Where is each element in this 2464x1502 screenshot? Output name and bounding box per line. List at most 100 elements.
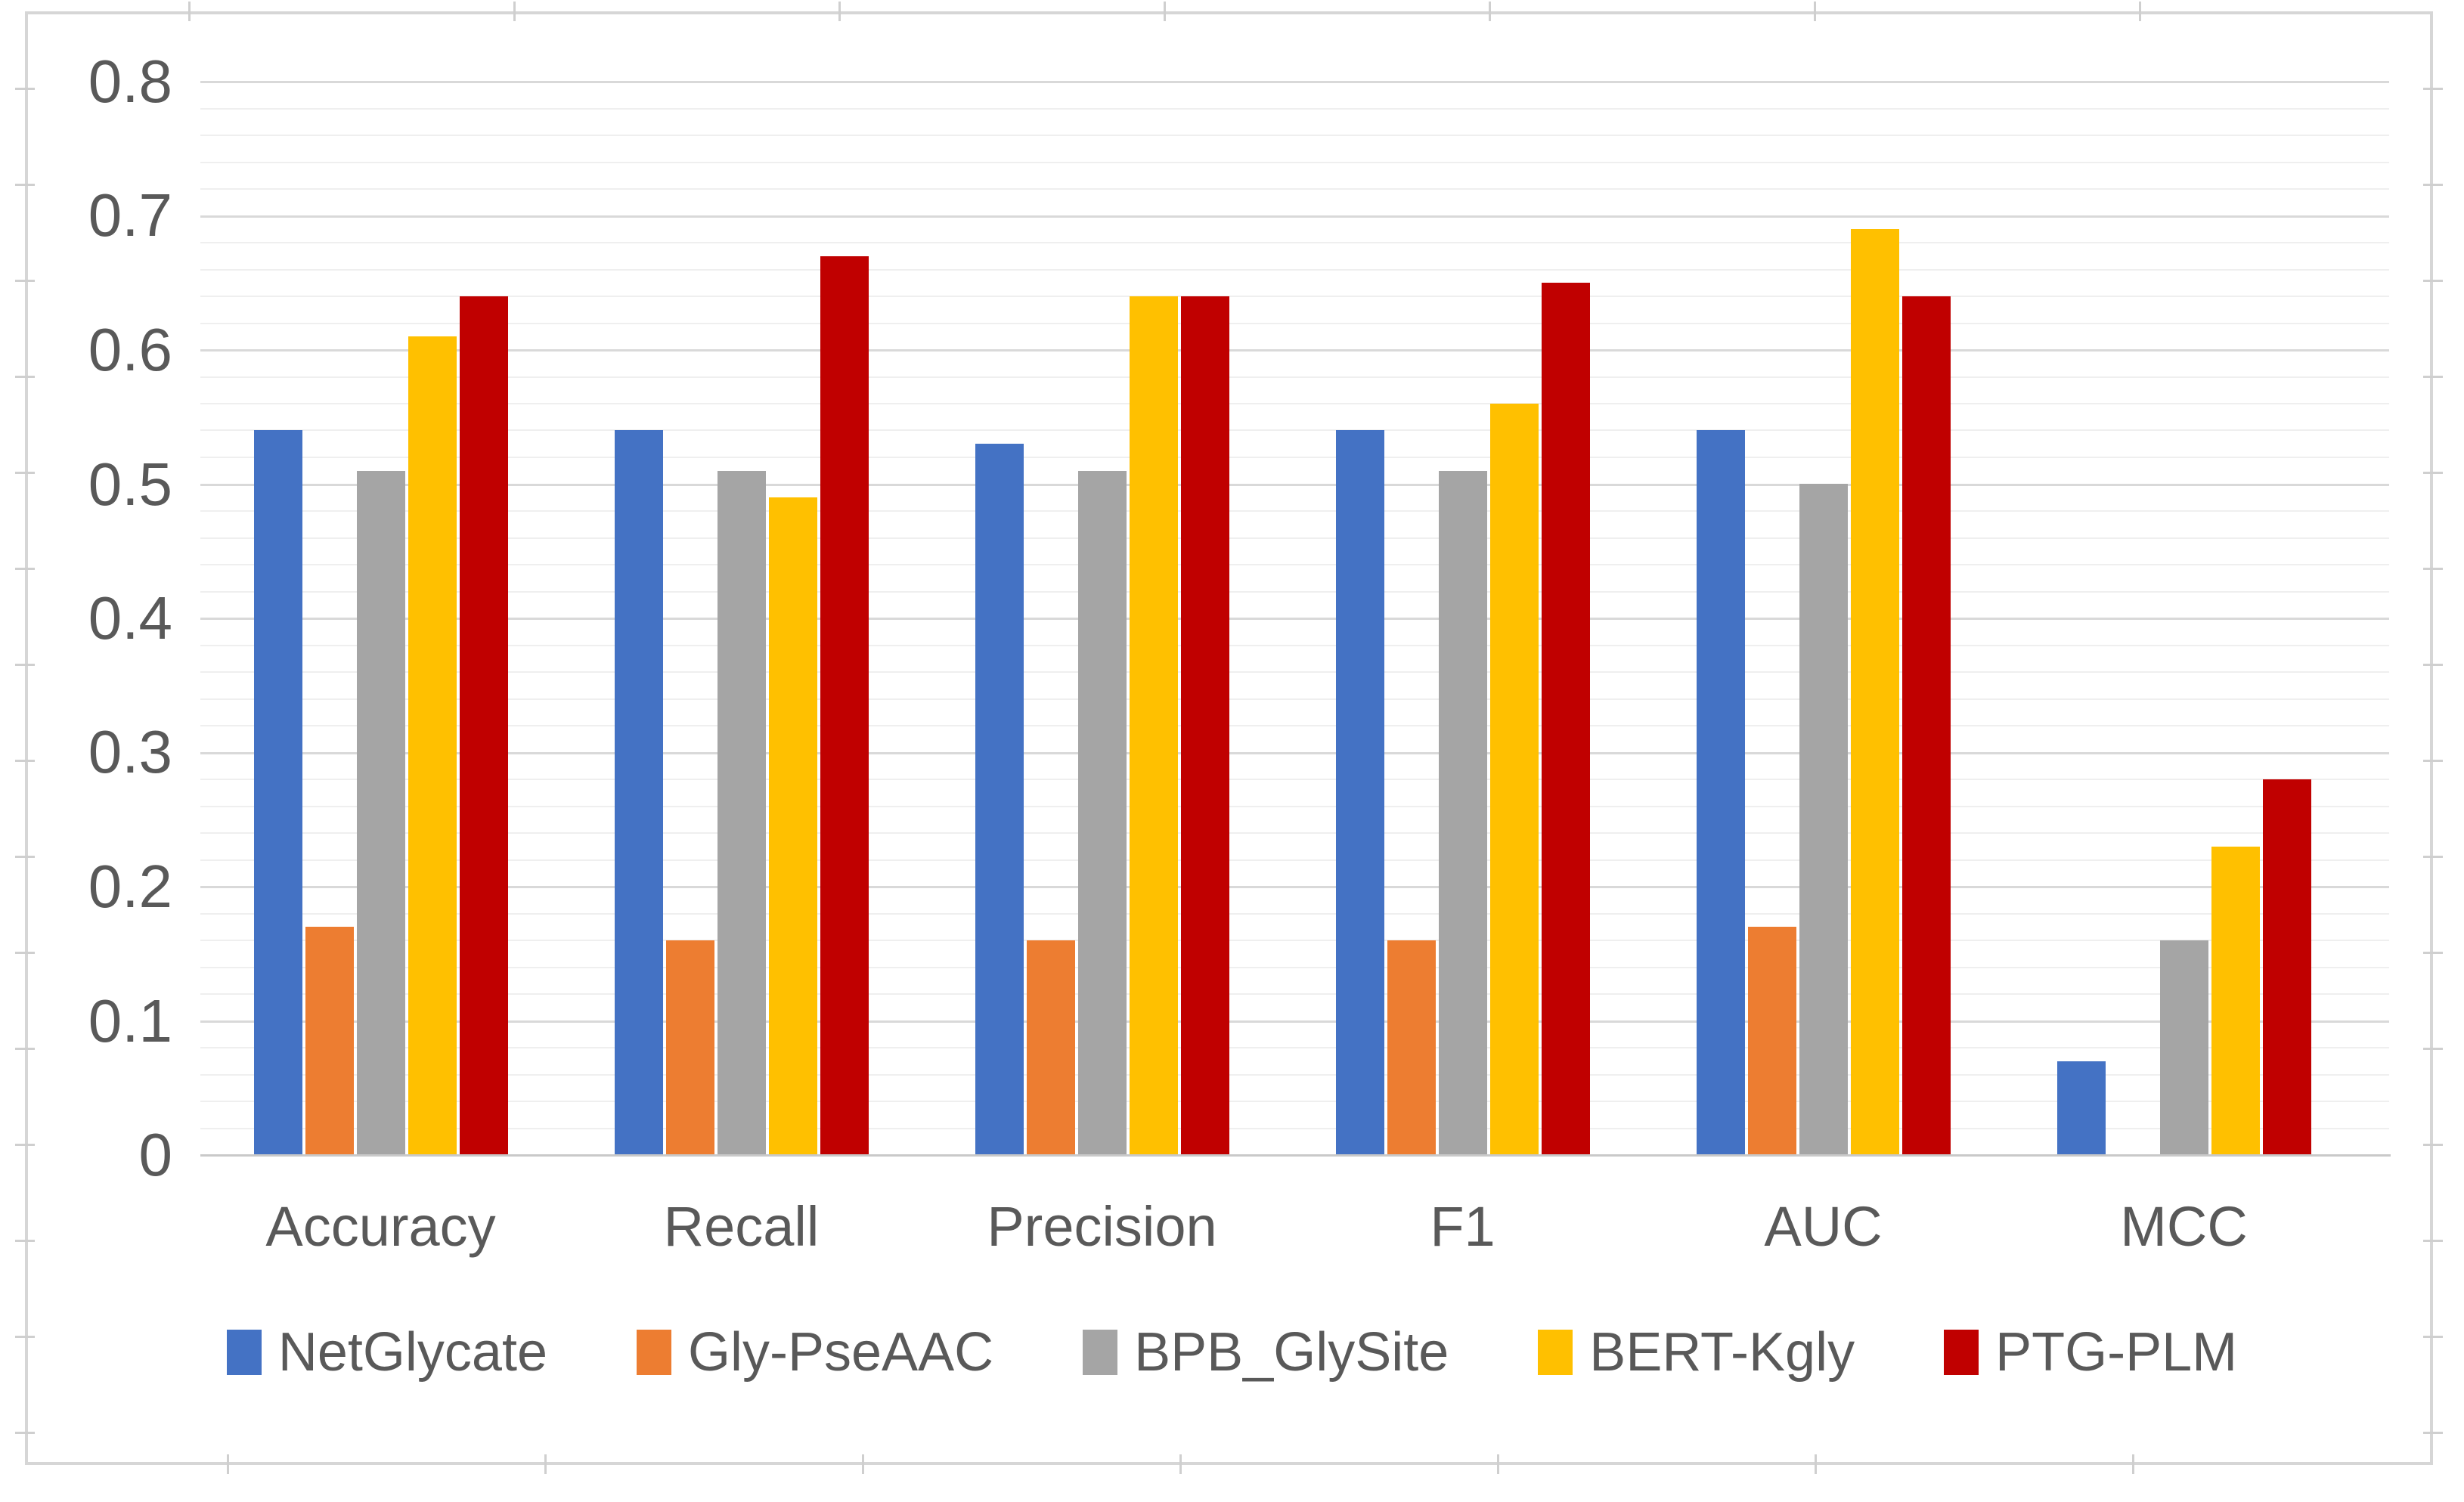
edge-tick	[1179, 1454, 1182, 1474]
edge-tick	[2423, 472, 2443, 474]
edge-tick	[2132, 1454, 2134, 1474]
minor-gridline	[200, 108, 2389, 110]
minor-gridline	[200, 698, 2389, 700]
bar-bert-kgly-recall	[769, 497, 817, 1155]
bar-bert-kgly-accuracy	[408, 336, 457, 1155]
x-axis-category-label-precision: Precision	[987, 1195, 1217, 1258]
minor-gridline	[200, 1074, 2389, 1076]
edge-tick	[2423, 568, 2443, 570]
bar-netglycate-accuracy	[254, 430, 302, 1155]
legend-label: BERT-Kgly	[1589, 1322, 1855, 1383]
bar-gly-pseaac-accuracy	[305, 927, 354, 1155]
edge-tick	[1497, 1454, 1499, 1474]
edge-tick	[15, 664, 35, 666]
edge-tick	[15, 472, 35, 474]
edge-tick	[15, 184, 35, 186]
bar-bpb-glysite-auc	[1799, 484, 1848, 1155]
y-axis-tick-label: 0.4	[88, 584, 172, 652]
bar-gly-pseaac-recall	[666, 940, 714, 1155]
edge-tick	[2423, 952, 2443, 954]
edge-tick	[15, 1048, 35, 1050]
legend-swatch-bpb-glysite	[1083, 1330, 1118, 1375]
bar-bert-kgly-auc	[1851, 229, 1899, 1155]
minor-gridline	[200, 1128, 2389, 1129]
bar-ptg-plm-precision	[1181, 296, 1229, 1155]
edge-tick	[2423, 1144, 2443, 1146]
minor-gridline	[200, 1101, 2389, 1102]
y-axis-tick-label: 0.1	[88, 987, 172, 1054]
bar-ptg-plm-mcc	[2263, 779, 2311, 1155]
minor-gridline	[200, 269, 2389, 271]
bar-netglycate-precision	[975, 444, 1024, 1155]
minor-gridline	[200, 859, 2389, 861]
edge-tick	[2423, 184, 2443, 186]
bar-bpb-glysite-accuracy	[357, 471, 405, 1155]
legend: NetGlycate Gly-PseAAC BPB_GlySite BERT-Kgly…	[0, 1321, 2464, 1383]
legend-swatch-bert-kgly	[1538, 1330, 1573, 1375]
edge-tick	[862, 1454, 864, 1474]
bar-gly-pseaac-auc	[1748, 927, 1796, 1155]
edge-tick	[2139, 2, 2141, 21]
edge-tick	[2423, 664, 2443, 666]
x-axis-category-label-auc: AUC	[1764, 1195, 1883, 1258]
minor-gridline	[200, 913, 2389, 915]
major-gridline	[200, 752, 2389, 754]
edge-tick	[2423, 376, 2443, 378]
bar-netglycate-f1	[1336, 430, 1384, 1155]
minor-gridline	[200, 591, 2389, 593]
y-axis-tick-label: 0.6	[88, 316, 172, 383]
bar-bpb-glysite-f1	[1439, 471, 1487, 1155]
edge-tick	[544, 1454, 547, 1474]
minor-gridline	[200, 242, 2389, 243]
bar-bert-kgly-precision	[1130, 296, 1178, 1155]
bar-bpb-glysite-precision	[1078, 471, 1127, 1155]
edge-tick	[1814, 2, 1816, 21]
minor-gridline	[200, 457, 2389, 458]
minor-gridline	[200, 806, 2389, 807]
edge-tick	[15, 280, 35, 282]
bar-ptg-plm-auc	[1902, 296, 1951, 1155]
edge-tick	[2423, 280, 2443, 282]
minor-gridline	[200, 296, 2389, 297]
y-axis-tick-label: 0.3	[88, 718, 172, 785]
edge-tick	[15, 760, 35, 762]
edge-tick	[2423, 1048, 2443, 1050]
edge-tick	[2423, 760, 2443, 762]
legend-item-ptg-plm: PTG-PLM	[1944, 1321, 2237, 1383]
edge-tick	[15, 856, 35, 858]
edge-tick	[15, 952, 35, 954]
major-gridline	[200, 215, 2389, 218]
legend-label: Gly-PseAAC	[688, 1322, 994, 1383]
edge-tick	[513, 2, 516, 21]
minor-gridline	[200, 135, 2389, 136]
y-axis-tick-label: 0	[138, 1121, 173, 1188]
bar-bpb-glysite-recall	[718, 471, 766, 1155]
major-gridline	[200, 484, 2389, 486]
legend-item-bpb-glysite: BPB_GlySite	[1083, 1321, 1449, 1383]
major-gridline	[200, 81, 2389, 83]
minor-gridline	[200, 537, 2389, 539]
minor-gridline	[200, 188, 2389, 190]
edge-tick	[2423, 1336, 2443, 1338]
bar-ptg-plm-accuracy	[460, 296, 508, 1155]
legend-item-bert-kgly: BERT-Kgly	[1538, 1321, 1855, 1383]
legend-swatch-netglycate	[226, 1330, 262, 1375]
y-axis-tick-label: 0.5	[88, 451, 172, 518]
legend-label: NetGlycate	[277, 1322, 548, 1383]
legend-label: BPB_GlySite	[1134, 1322, 1449, 1383]
x-axis-category-label-accuracy: Accuracy	[265, 1195, 496, 1258]
edge-tick	[15, 1240, 35, 1242]
minor-gridline	[200, 993, 2389, 995]
minor-gridline	[200, 564, 2389, 565]
minor-gridline	[200, 403, 2389, 404]
plot-area	[200, 81, 2389, 1155]
edge-tick	[2423, 1240, 2443, 1242]
edge-tick	[227, 1454, 229, 1474]
edge-tick	[15, 376, 35, 378]
edge-tick	[15, 1336, 35, 1338]
bar-bert-kgly-f1	[1490, 404, 1539, 1155]
major-gridline	[200, 349, 2389, 351]
edge-tick	[15, 568, 35, 570]
bar-bpb-glysite-mcc	[2160, 940, 2208, 1155]
